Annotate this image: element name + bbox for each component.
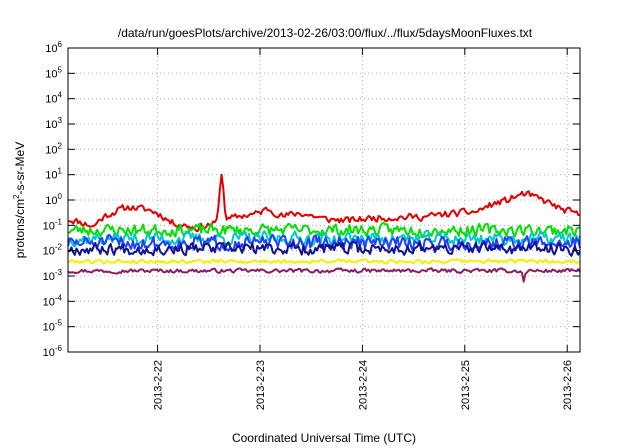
x-tick-label: 2013-2-25 [460,360,472,410]
ticks [68,47,580,353]
y-tick-label: 102 [45,141,62,156]
series-line-7 [67,267,581,283]
x-axis-label: Coordinated Universal Time (UTC) [232,431,416,445]
x-tick-label: 2013-2-22 [153,360,165,410]
y-tick-label: 104 [45,91,62,106]
series-line-6 [67,258,581,265]
y-tick-label: 106 [45,40,62,55]
series-layer [67,173,581,283]
y-tick-label: 103 [45,116,62,131]
y-tick-label: 101 [45,167,62,182]
y-tick-label: 105 [45,65,62,80]
series-line-1 [67,173,581,233]
y-tick-label: 10-3 [43,268,63,283]
y-tick-labels: 10-6 10-5 10-4 10-3 10-2 10-1 100 101 102 103 104 1… [43,40,63,359]
y-tick-label: 10-2 [43,243,63,258]
x-tick-label: 2013-2-26 [562,360,574,410]
y-tick-label: 100 [45,192,62,207]
y-tick-label: 10-1 [43,217,63,232]
chart-title: /data/run/goesPlots/archive/2013-02-26/0… [118,26,533,40]
y-tick-label: 10-6 [43,344,63,359]
y-axis-label: protons/cm2-s-sr-MeV [12,142,27,258]
series-line-5 [67,240,581,257]
y-tick-label: 10-5 [43,319,63,334]
x-tick-label: 2013-2-23 [255,360,267,410]
x-tick-label: 2013-2-24 [357,360,369,410]
y-tick-label: 10-4 [43,293,63,308]
series-line-2 [67,221,581,238]
x-tick-labels: 2013-2-22 2013-2-23 2013-2-24 2013-2-25 2013… [153,360,575,410]
